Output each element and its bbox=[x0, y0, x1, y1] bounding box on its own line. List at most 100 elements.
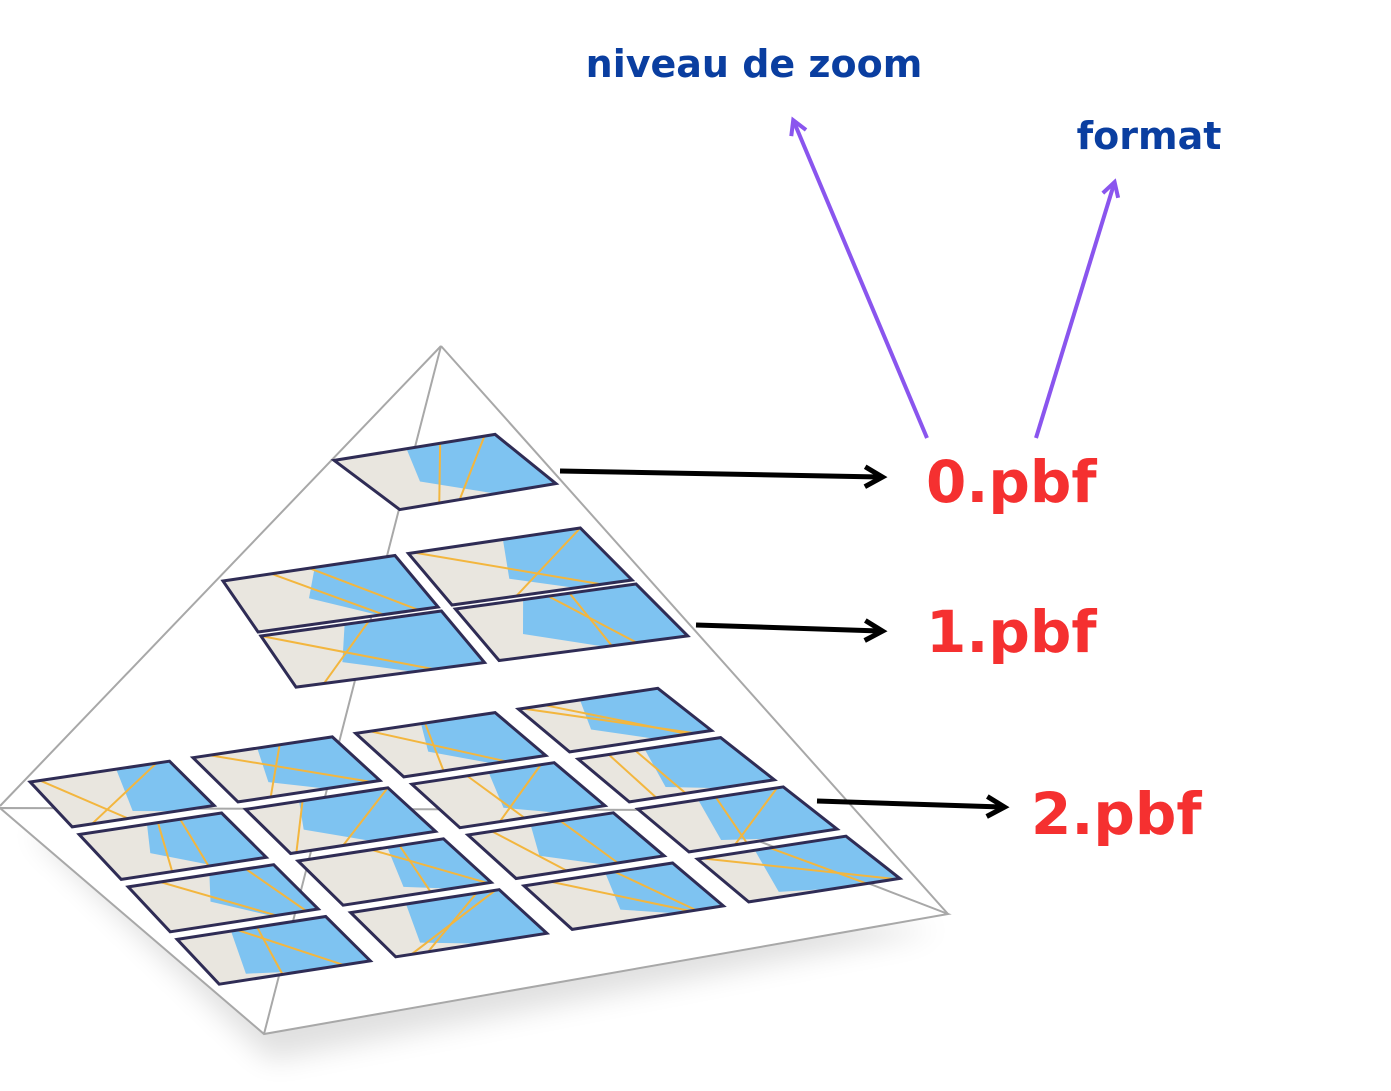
tile-border bbox=[574, 736, 778, 804]
tile-road bbox=[209, 754, 371, 783]
tile-border bbox=[405, 526, 636, 607]
tile-water bbox=[257, 736, 380, 789]
tile-road bbox=[769, 847, 867, 885]
map-tile bbox=[242, 786, 439, 856]
arrow-level-0 bbox=[559, 464, 888, 489]
tile-layer-level-2 bbox=[27, 686, 904, 986]
tile-road bbox=[160, 881, 277, 917]
tile-road bbox=[260, 634, 434, 671]
arrow-level-2 bbox=[816, 794, 1010, 819]
tile-road bbox=[491, 830, 568, 872]
tile-road bbox=[614, 870, 697, 912]
tile-road bbox=[414, 551, 602, 586]
tile-road bbox=[237, 929, 344, 966]
tile-layer-level-0 bbox=[330, 432, 560, 512]
tile-border bbox=[464, 811, 668, 881]
tile-road bbox=[550, 880, 691, 913]
tile-layer-level-1 bbox=[220, 526, 691, 689]
tile-border bbox=[294, 837, 495, 907]
map-tile bbox=[352, 711, 550, 779]
tile-road bbox=[245, 868, 307, 912]
tile-road bbox=[498, 764, 542, 823]
tile-water bbox=[579, 688, 712, 739]
arrow-format-annotation bbox=[1034, 178, 1121, 439]
tile-border bbox=[520, 861, 727, 931]
map-tile bbox=[189, 735, 384, 804]
tile-border bbox=[76, 811, 270, 882]
tile-border bbox=[27, 759, 218, 829]
map-tile bbox=[464, 811, 668, 881]
map-tile bbox=[634, 785, 841, 854]
tile-road bbox=[438, 443, 442, 504]
tile-water bbox=[116, 761, 215, 812]
tile-road bbox=[634, 749, 687, 795]
file-label-level-2: 2.pbf bbox=[1031, 780, 1202, 848]
tile-border bbox=[452, 582, 691, 663]
tile-border bbox=[330, 432, 560, 512]
tile-road bbox=[39, 779, 129, 820]
tile-water bbox=[644, 737, 775, 789]
tile-road bbox=[256, 926, 284, 975]
tile-road bbox=[547, 595, 638, 644]
tile-road bbox=[156, 822, 174, 872]
arrow-level-1 bbox=[695, 618, 888, 643]
zoom-level-label: niveau de zoom bbox=[586, 42, 923, 86]
tile-water bbox=[231, 916, 371, 974]
tile-road bbox=[424, 722, 445, 772]
tile-road bbox=[371, 848, 488, 884]
tile-road bbox=[714, 796, 748, 844]
map-tile bbox=[452, 582, 691, 663]
tile-road bbox=[410, 889, 496, 956]
tile-water bbox=[147, 813, 267, 866]
map-tile bbox=[520, 861, 727, 931]
map-tile bbox=[76, 811, 270, 882]
map-tile bbox=[408, 761, 609, 830]
tile-road bbox=[702, 857, 896, 881]
tile-road bbox=[544, 704, 689, 736]
tile-border bbox=[514, 686, 716, 754]
tile-border bbox=[220, 553, 441, 634]
tile-road bbox=[458, 435, 486, 500]
file-label-level-0: 0.pbf bbox=[926, 448, 1097, 516]
map-tile bbox=[258, 609, 488, 689]
map-tile bbox=[220, 553, 441, 634]
tile-border bbox=[242, 786, 439, 856]
tile-water bbox=[698, 786, 837, 840]
map-tile bbox=[514, 686, 716, 754]
tile-road bbox=[91, 762, 158, 825]
map-tile bbox=[27, 759, 218, 829]
tile-water bbox=[523, 584, 688, 647]
map-tile bbox=[405, 526, 636, 607]
tile-water bbox=[342, 611, 485, 672]
tile-border bbox=[694, 834, 904, 904]
file-label-level-1: 1.pbf bbox=[926, 598, 1097, 666]
tile-border bbox=[125, 863, 322, 934]
tile-water bbox=[754, 836, 900, 892]
tile-water bbox=[488, 762, 605, 813]
map-tile bbox=[347, 888, 551, 959]
tile-road bbox=[342, 787, 389, 847]
tile-border bbox=[347, 888, 551, 959]
tile-border bbox=[408, 761, 609, 830]
tile-border bbox=[258, 609, 488, 689]
tile-road bbox=[269, 744, 281, 798]
tile-road bbox=[466, 775, 526, 819]
tile-road bbox=[271, 572, 384, 616]
map-tile bbox=[294, 837, 495, 907]
tile-border bbox=[174, 914, 374, 986]
tile-border bbox=[352, 711, 550, 779]
arrow-zoom-annotation bbox=[789, 116, 929, 439]
map-tile bbox=[330, 432, 560, 512]
tile-water bbox=[406, 889, 547, 944]
tile-road bbox=[369, 730, 507, 763]
tile-road bbox=[607, 753, 658, 799]
tile-road bbox=[398, 844, 432, 893]
map-tile bbox=[174, 914, 374, 986]
tile-water bbox=[605, 863, 724, 914]
format-label: format bbox=[1077, 114, 1222, 158]
tile-road bbox=[179, 818, 210, 867]
tile-water bbox=[530, 812, 665, 865]
tile-road bbox=[559, 820, 619, 864]
tile-road bbox=[295, 800, 304, 853]
tile-water bbox=[406, 434, 556, 494]
